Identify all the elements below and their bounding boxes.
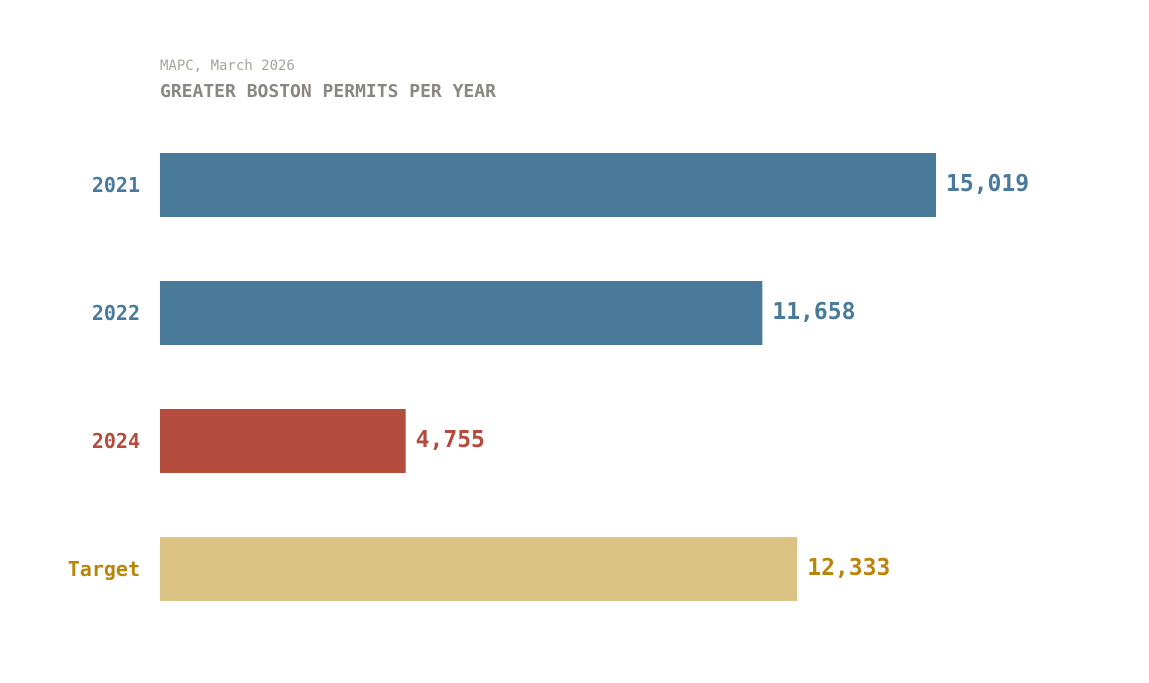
chart-source: MAPC, March 2026	[160, 58, 295, 74]
value-label-2024: 4,755	[416, 427, 485, 453]
category-label-2021: 2021	[92, 173, 140, 197]
bar-2024	[160, 409, 406, 473]
value-label-2022: 11,658	[772, 299, 855, 325]
category-label-target: Target	[68, 557, 140, 581]
category-label-2024: 2024	[92, 429, 140, 453]
bar-2022	[160, 281, 763, 345]
chart-title: GREATER BOSTON PERMITS PER YEAR	[160, 81, 496, 102]
value-label-2021: 15,019	[946, 171, 1029, 197]
bar-2021	[160, 153, 936, 217]
value-label-target: 12,333	[807, 555, 890, 581]
category-label-2022: 2022	[92, 301, 140, 325]
bar-target	[160, 537, 798, 601]
